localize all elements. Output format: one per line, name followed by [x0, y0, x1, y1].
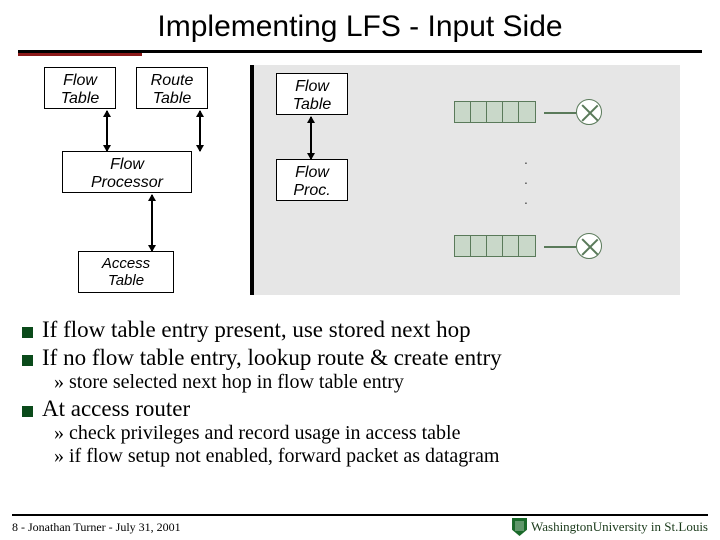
- footer: 8 - Jonathan Turner - July 31, 2001 Wash…: [12, 514, 708, 536]
- bullet-item: If flow table entry present, use stored …: [20, 317, 700, 343]
- buffer-row: [454, 101, 536, 123]
- connector-line: [544, 246, 576, 248]
- diagram-right-panel: FlowTable FlowProc. ...: [250, 65, 680, 295]
- switch-node-icon: [576, 233, 602, 259]
- footer-left: 8 - Jonathan Turner - July 31, 2001: [12, 520, 181, 535]
- bullet-text: At access router: [42, 396, 190, 422]
- switch-node-icon: [576, 99, 602, 125]
- flow-proc-box-r: FlowProc.: [276, 159, 348, 201]
- sub-bullet-item: » if flow setup not enabled, forward pac…: [54, 445, 700, 468]
- double-arrow-icon: [106, 111, 108, 151]
- title-rule: [18, 50, 702, 53]
- shield-icon: [512, 518, 527, 536]
- sub-bullet-item: » check privileges and record usage in a…: [54, 422, 700, 445]
- access-table-box: AccessTable: [78, 251, 174, 293]
- bullet-text: If flow table entry present, use stored …: [42, 317, 471, 343]
- bullet-square-icon: [22, 355, 33, 366]
- flow-processor-box: FlowProcessor: [62, 151, 192, 193]
- bullet-text: If no flow table entry, lookup route & c…: [42, 345, 502, 371]
- double-arrow-icon: [310, 117, 312, 159]
- bullet-square-icon: [22, 327, 33, 338]
- page-title: Implementing LFS - Input Side: [0, 0, 720, 50]
- bullet-item: If no flow table entry, lookup route & c…: [20, 345, 700, 371]
- bullet-item: At access router: [20, 396, 700, 422]
- sub-bullet-item: » store selected next hop in flow table …: [54, 371, 700, 394]
- bullet-square-icon: [22, 406, 33, 417]
- buffer-row: [454, 235, 536, 257]
- flow-table-box: FlowTable: [44, 67, 116, 109]
- footer-right: WashingtonUniversity in St.Louis: [512, 518, 708, 536]
- connector-line: [544, 112, 576, 114]
- double-arrow-icon: [151, 195, 153, 251]
- route-table-box: RouteTable: [136, 67, 208, 109]
- flow-table-box-r: FlowTable: [276, 73, 348, 115]
- bullet-list: If flow table entry present, use stored …: [20, 317, 700, 468]
- university-name: WashingtonUniversity in St.Louis: [531, 519, 708, 535]
- diagram: FlowTable RouteTable FlowProcessor Acces…: [18, 61, 702, 311]
- vertical-ellipsis-icon: ...: [524, 149, 528, 209]
- double-arrow-icon: [199, 111, 201, 151]
